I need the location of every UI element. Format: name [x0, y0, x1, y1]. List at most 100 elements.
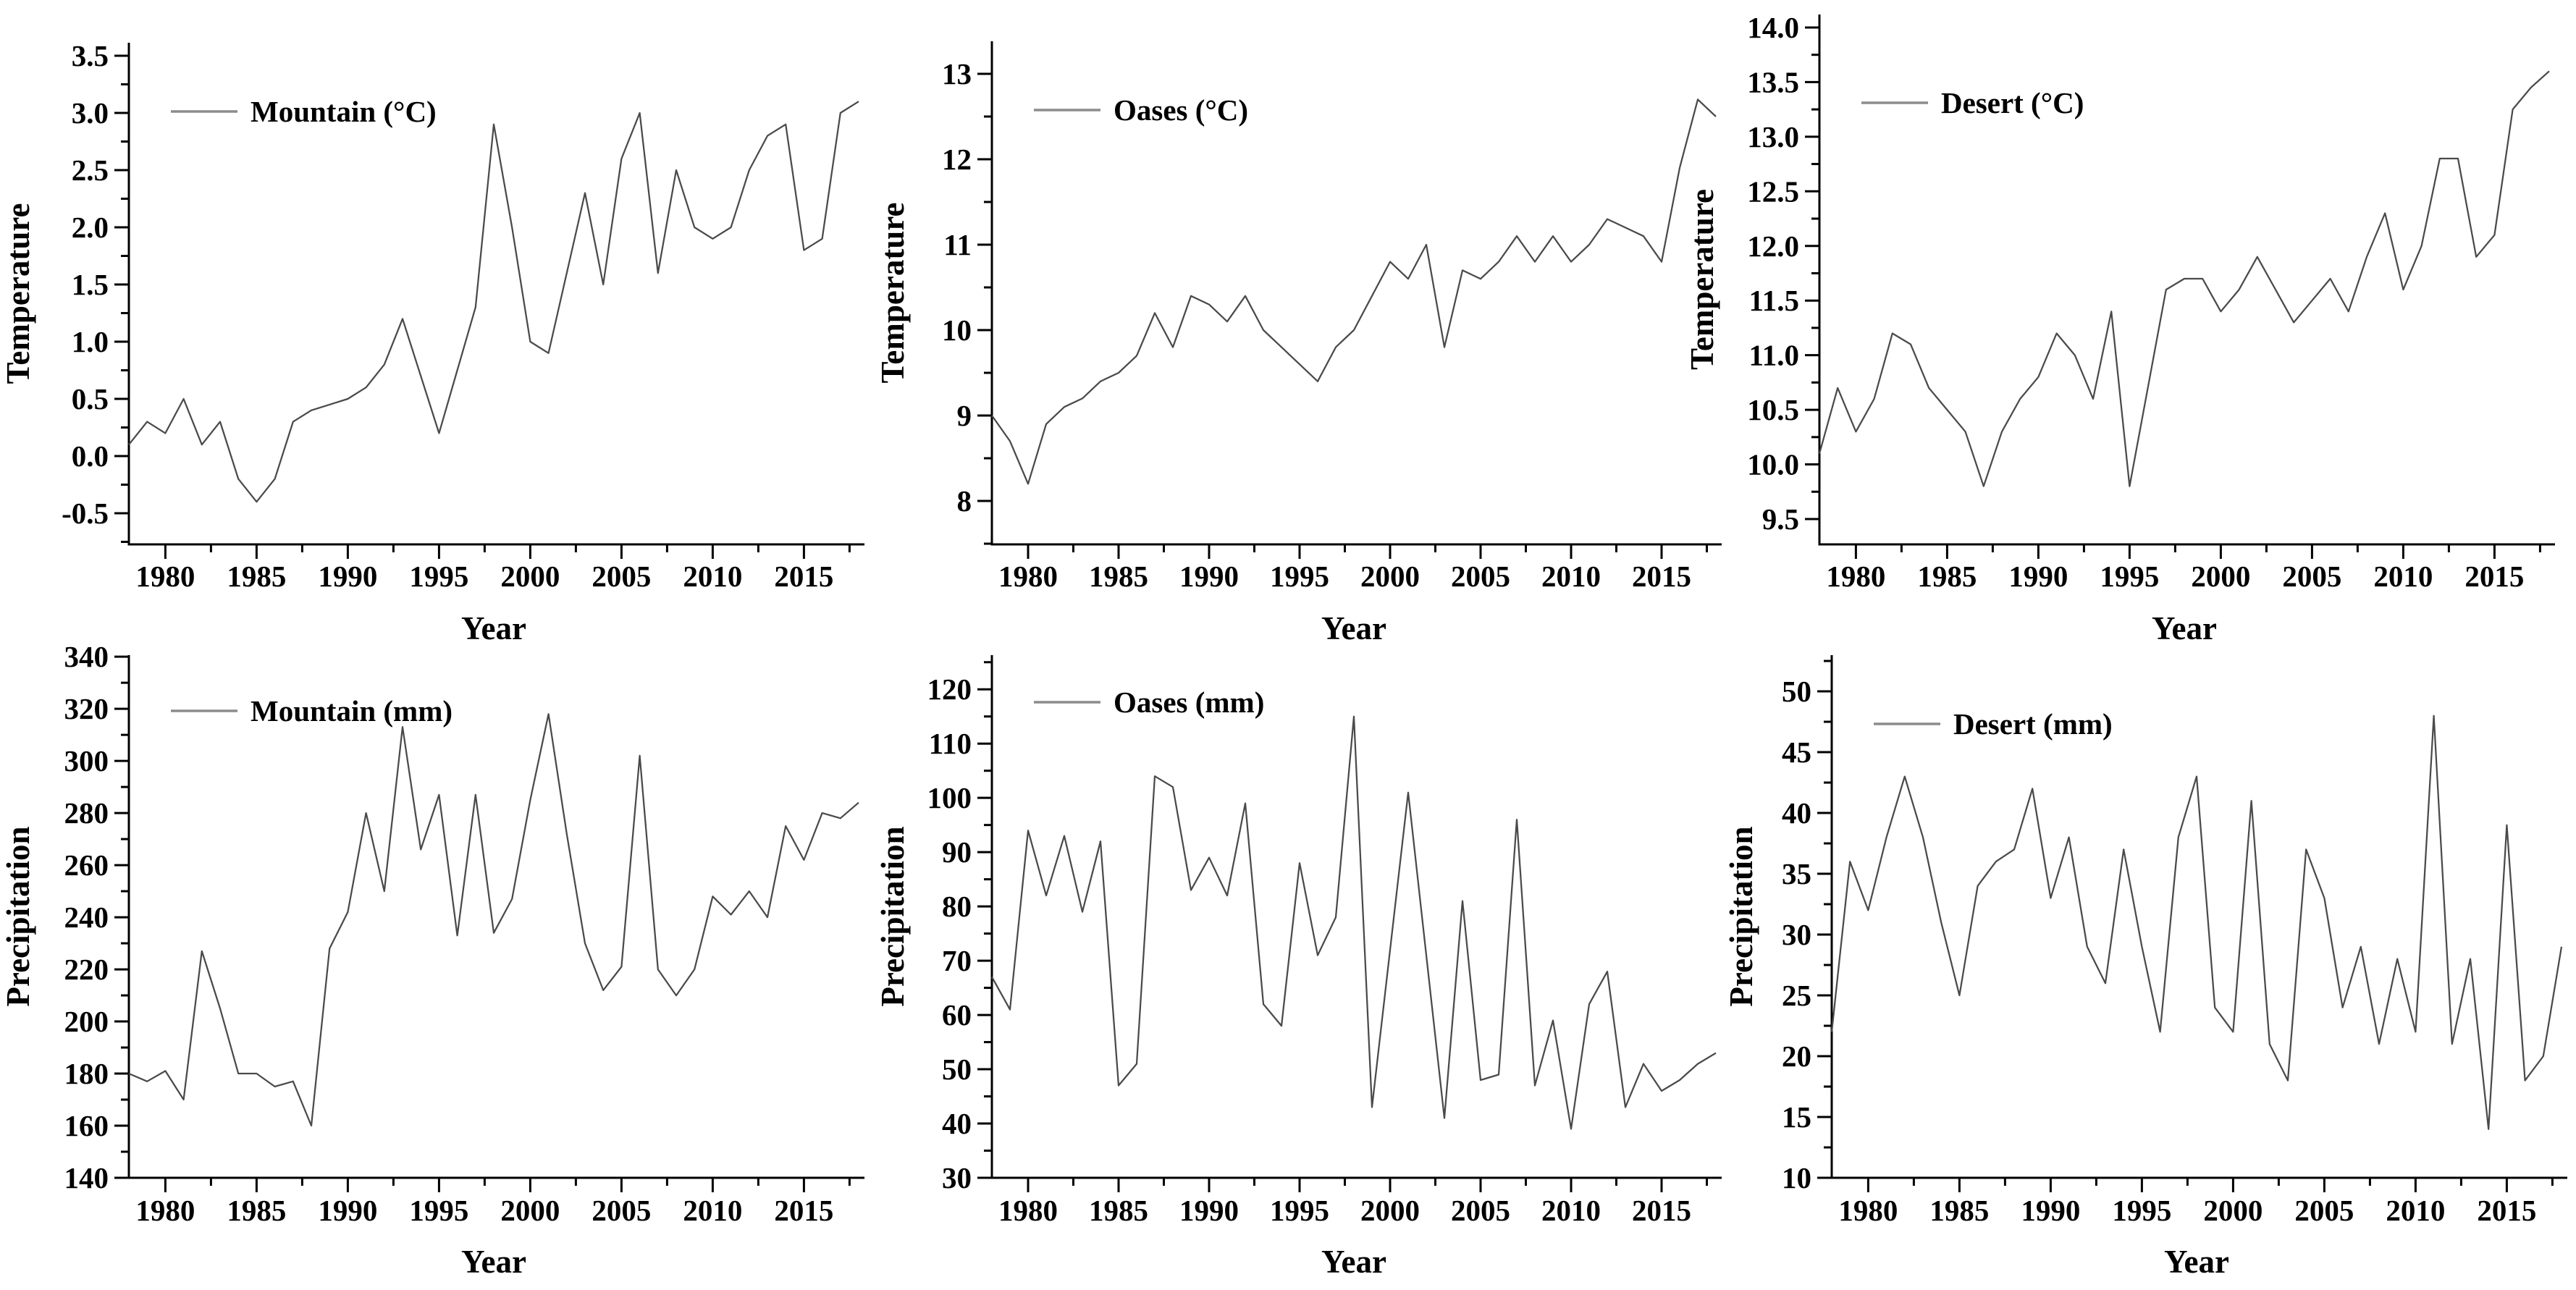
- x-tick-label: 2015: [774, 560, 833, 593]
- legend: Oases (mm): [1034, 686, 1264, 719]
- y-tick-label: 320: [64, 692, 109, 725]
- x-tick-label: 2000: [2203, 1194, 2263, 1227]
- series-line-desert-temperature: [1818, 70, 2550, 487]
- x-tick-label: 2005: [2282, 560, 2341, 593]
- y-tick-label: 45: [1782, 735, 1811, 769]
- y-tick-label: 120: [927, 673, 972, 706]
- axes: [1805, 14, 2555, 559]
- x-tick-label: 2010: [1541, 1194, 1601, 1227]
- y-axis-title: Temperature: [875, 203, 911, 384]
- y-tick-label: 13.5: [1747, 65, 1799, 98]
- legend-label: Desert (mm): [1953, 707, 2113, 741]
- x-tick-label: 1980: [135, 1194, 195, 1227]
- x-tick-label: 2005: [1451, 560, 1510, 593]
- x-tick-label: 1995: [1270, 1194, 1329, 1227]
- y-tick-label: -0.5: [62, 497, 109, 530]
- y-axis-title: Precipitation: [1723, 826, 1759, 1006]
- x-tick-label: 2015: [2465, 560, 2524, 593]
- x-axis-title: Year: [1321, 1244, 1386, 1280]
- x-tick-label: 2000: [500, 1194, 560, 1227]
- series-line-mountain-precipitation: [128, 713, 859, 1127]
- y-tick-label: 0.5: [72, 382, 109, 416]
- legend-label: Oases (mm): [1114, 686, 1264, 719]
- series-line-mountain-temperature: [128, 101, 859, 503]
- x-axis-title: Year: [461, 610, 526, 646]
- y-tick-label: 260: [64, 848, 109, 882]
- y-tick-label: 10.0: [1747, 448, 1799, 481]
- x-tick-label: 2010: [683, 1194, 742, 1227]
- y-tick-label: 1.0: [72, 325, 109, 358]
- x-tick-label: 2005: [592, 1194, 651, 1227]
- legend: Oases (°C): [1034, 93, 1248, 127]
- y-tick-label: 13: [942, 57, 972, 90]
- x-tick-label: 2000: [500, 560, 560, 593]
- y-tick-label: 11.0: [1749, 339, 1800, 372]
- x-tick-label: 1985: [1929, 1194, 1989, 1227]
- y-tick-label: 3.0: [72, 96, 109, 130]
- y-tick-label: 15: [1782, 1100, 1811, 1134]
- x-tick-label: 1995: [409, 560, 468, 593]
- y-tick-label: 200: [64, 1005, 109, 1038]
- y-tick-label: 9: [957, 399, 972, 432]
- y-tick-label: 40: [942, 1107, 972, 1140]
- legend-label: Desert (°C): [1941, 86, 2084, 119]
- x-tick-label: 1995: [1270, 560, 1329, 593]
- y-axis-title: Precipitation: [875, 826, 911, 1006]
- x-tick-label: 2000: [1360, 1194, 1420, 1227]
- legend-label: Oases (°C): [1114, 93, 1248, 127]
- x-tick-label: 1985: [1089, 1194, 1148, 1227]
- y-tick-label: 180: [64, 1057, 109, 1090]
- axes: [114, 43, 864, 559]
- legend: Mountain (°C): [171, 95, 437, 128]
- y-tick-label: 13.0: [1747, 120, 1799, 153]
- panel-desert-temperature: 9.5 10.0 10.5 11.0 11.5 12.0 12.5 13.0 13.5 14.0 1…: [1684, 11, 2555, 646]
- y-tick-label: 10.5: [1747, 393, 1799, 426]
- x-tick-label: 1990: [2021, 1194, 2080, 1227]
- y-tick-label: 50: [1782, 675, 1811, 708]
- x-tick-label: 1995: [409, 1194, 468, 1227]
- y-tick-label: 14.0: [1747, 11, 1799, 44]
- axes: [977, 41, 1722, 559]
- y-tick-label: 3.5: [72, 39, 109, 72]
- panel-mountain-precipitation: 140 160 180 200 220 240 260 280 300 320 340 1980 198…: [0, 640, 864, 1280]
- x-tick-label: 2015: [774, 1194, 833, 1227]
- y-tick-label: 35: [1782, 857, 1811, 890]
- x-tick-label: 1985: [227, 560, 286, 593]
- axes: [114, 655, 864, 1192]
- series-line-desert-precipitation: [1830, 714, 2563, 1130]
- y-tick-label: 340: [64, 640, 109, 673]
- y-tick-label: 80: [942, 890, 972, 923]
- axes: [977, 655, 1722, 1192]
- series-line-oases-temperature: [991, 98, 1717, 485]
- panel-oases-precipitation: 30 40 50 60 70 80 90 100 110 120 1980 1985 1990 1995 2…: [875, 655, 1722, 1280]
- x-tick-label: 1980: [135, 560, 195, 593]
- y-tick-label: 25: [1782, 979, 1811, 1012]
- x-tick-label: 1995: [2112, 1194, 2171, 1227]
- legend: Mountain (mm): [171, 694, 453, 728]
- x-tick-label: 1990: [318, 560, 377, 593]
- y-tick-label: 140: [64, 1161, 109, 1194]
- series-line-oases-precipitation: [991, 715, 1717, 1130]
- x-tick-label: 2010: [1541, 560, 1601, 593]
- x-tick-label: 1990: [2008, 560, 2068, 593]
- x-tick-label: 1985: [1917, 560, 1977, 593]
- y-tick-label: 12: [942, 143, 972, 176]
- x-tick-label: 1990: [1179, 560, 1239, 593]
- y-axis-title: Precipitation: [0, 826, 36, 1006]
- x-tick-label: 2000: [2191, 560, 2250, 593]
- x-tick-label: 2005: [592, 560, 651, 593]
- y-tick-label: 30: [1782, 918, 1811, 951]
- x-tick-label: 1990: [318, 1194, 377, 1227]
- x-tick-label: 1985: [227, 1194, 286, 1227]
- y-tick-label: 40: [1782, 796, 1811, 830]
- y-axis-title: Temperature: [1684, 189, 1720, 370]
- x-axis-title: Year: [2152, 610, 2217, 646]
- y-tick-label: 220: [64, 953, 109, 986]
- y-tick-label: 9.5: [1762, 502, 1799, 536]
- axes: [1817, 655, 2567, 1192]
- x-axis-title: Year: [2164, 1244, 2229, 1280]
- y-tick-label: 160: [64, 1109, 109, 1142]
- x-tick-label: 1980: [1826, 560, 1885, 593]
